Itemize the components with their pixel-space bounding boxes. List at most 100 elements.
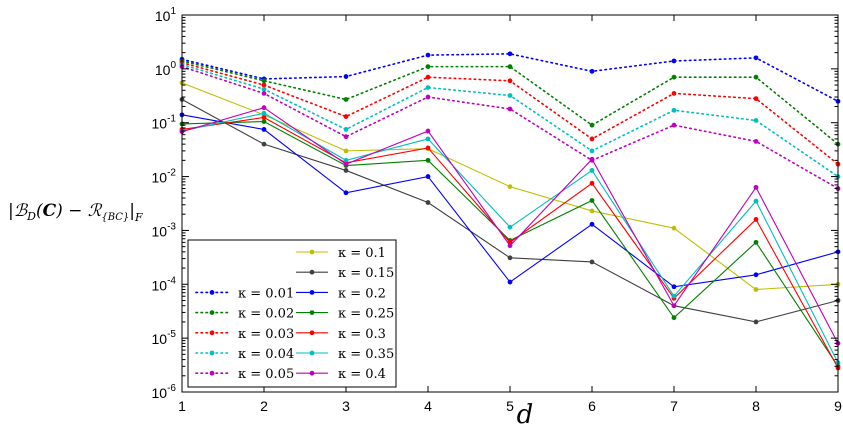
data-point bbox=[671, 284, 677, 290]
legend-label: κ = 0.03 bbox=[238, 327, 294, 342]
y-tick-label: 10-5 bbox=[152, 329, 177, 347]
data-point bbox=[425, 94, 431, 100]
data-point bbox=[425, 157, 431, 163]
legend-label: κ = 0.04 bbox=[238, 347, 294, 362]
legend-marker bbox=[209, 330, 215, 336]
x-tick-label: 9 bbox=[834, 398, 842, 414]
data-point bbox=[507, 184, 513, 190]
legend-label: κ = 0.35 bbox=[338, 347, 394, 362]
series-0.01 bbox=[179, 51, 841, 104]
data-point bbox=[507, 64, 513, 70]
legend-marker bbox=[309, 330, 315, 336]
x-tick-label: 7 bbox=[670, 398, 678, 414]
data-point bbox=[425, 145, 431, 151]
y-axis-label-math: |ℬD(C) − ℛ{BC}|F bbox=[8, 201, 143, 224]
legend-marker bbox=[209, 310, 215, 315]
data-point bbox=[753, 138, 759, 144]
legend-box bbox=[187, 239, 397, 388]
x-tick-label: 6 bbox=[588, 398, 596, 414]
x-tick-label: 5 bbox=[506, 398, 514, 414]
legend-marker bbox=[209, 370, 215, 376]
data-point bbox=[261, 115, 267, 120]
data-point bbox=[671, 58, 677, 64]
data-point bbox=[343, 148, 349, 154]
data-point bbox=[343, 114, 349, 119]
series-line bbox=[181, 60, 839, 145]
legend: κ = 0.1 κ = 0.15 κ = 0.2 κ = 0.25 κ = 0.3 κ =… bbox=[187, 239, 397, 388]
legend-entry: κ = 0.03 bbox=[195, 327, 294, 342]
series-0.35 bbox=[179, 110, 841, 366]
data-point bbox=[343, 74, 349, 79]
data-point bbox=[589, 221, 595, 227]
data-point bbox=[589, 208, 595, 214]
series-line bbox=[181, 53, 839, 103]
data-point bbox=[425, 85, 431, 90]
x-tick-label: 2 bbox=[260, 398, 268, 414]
x-tick-label: 4 bbox=[424, 398, 432, 414]
legend-entry: κ = 0.05 bbox=[195, 367, 294, 382]
data-point bbox=[261, 78, 267, 84]
x-tick-label: 8 bbox=[752, 398, 760, 414]
series-0.02 bbox=[179, 58, 841, 147]
legend-label: κ = 0.25 bbox=[338, 307, 394, 322]
data-point bbox=[425, 52, 431, 58]
x-axis-label: d bbox=[516, 400, 534, 430]
x-tick-label: 3 bbox=[342, 398, 350, 414]
legend-entry: κ = 0.2 bbox=[296, 286, 386, 301]
data-point bbox=[671, 74, 677, 80]
data-point bbox=[507, 224, 513, 230]
legend-entry: κ = 0.3 bbox=[296, 327, 386, 342]
data-point bbox=[589, 136, 595, 142]
legend-label: κ = 0.15 bbox=[338, 266, 394, 281]
data-point bbox=[425, 128, 431, 134]
x-tick-label: 1 bbox=[178, 398, 186, 414]
y-tick-label: 10-2 bbox=[152, 168, 177, 186]
data-point bbox=[753, 184, 759, 190]
data-point bbox=[589, 68, 595, 74]
data-point bbox=[261, 119, 267, 124]
legend-label: κ = 0.01 bbox=[238, 286, 294, 301]
data-point bbox=[589, 259, 595, 265]
data-point bbox=[261, 82, 267, 88]
data-point bbox=[507, 255, 513, 261]
data-point bbox=[507, 51, 513, 57]
legend-entry: κ = 0.15 bbox=[296, 266, 394, 281]
data-point bbox=[343, 157, 349, 163]
data-point bbox=[589, 198, 595, 203]
ticks-layer: 1 2 3 4 5 6 7 8 9 10-6 10-5 10-4 10-3 10-2 10-1 100 101 bbox=[152, 6, 843, 414]
data-point bbox=[343, 190, 349, 196]
data-point bbox=[425, 174, 431, 179]
data-point bbox=[507, 93, 513, 98]
data-point bbox=[425, 136, 431, 142]
data-point bbox=[753, 198, 759, 204]
data-point bbox=[343, 161, 349, 167]
series-0.03 bbox=[179, 60, 841, 167]
y-tick-label: 10-3 bbox=[152, 221, 177, 239]
data-point bbox=[753, 55, 759, 61]
series-layer bbox=[179, 51, 841, 371]
svg-text:|ℬD(C) − ℛ{BC}|F: |ℬD(C) − ℛ{BC}|F bbox=[8, 201, 143, 224]
data-point bbox=[261, 127, 267, 132]
legend-entry: κ = 0.01 bbox=[195, 286, 294, 301]
data-point bbox=[589, 168, 595, 173]
data-point bbox=[671, 107, 677, 113]
data-point bbox=[261, 141, 267, 147]
data-point bbox=[343, 97, 349, 102]
legend-label: κ = 0.1 bbox=[338, 246, 386, 261]
y-axis-label: |ℬD(C) − ℛ{BC}|F bbox=[0, 180, 180, 240]
legend-entry: κ = 0.35 bbox=[296, 347, 394, 362]
data-point bbox=[261, 86, 267, 92]
legend-entry: κ = 0.1 bbox=[296, 246, 386, 261]
data-point bbox=[671, 122, 677, 128]
series-line bbox=[181, 65, 839, 190]
data-point bbox=[507, 279, 513, 285]
legend-label: κ = 0.4 bbox=[338, 367, 386, 382]
data-point bbox=[753, 319, 759, 325]
legend-label: κ = 0.2 bbox=[338, 286, 386, 301]
data-point bbox=[671, 91, 677, 96]
data-point bbox=[343, 134, 349, 140]
y-tick-label: 101 bbox=[155, 6, 177, 24]
data-point bbox=[589, 180, 595, 186]
y-tick-label: 10-4 bbox=[152, 275, 177, 293]
